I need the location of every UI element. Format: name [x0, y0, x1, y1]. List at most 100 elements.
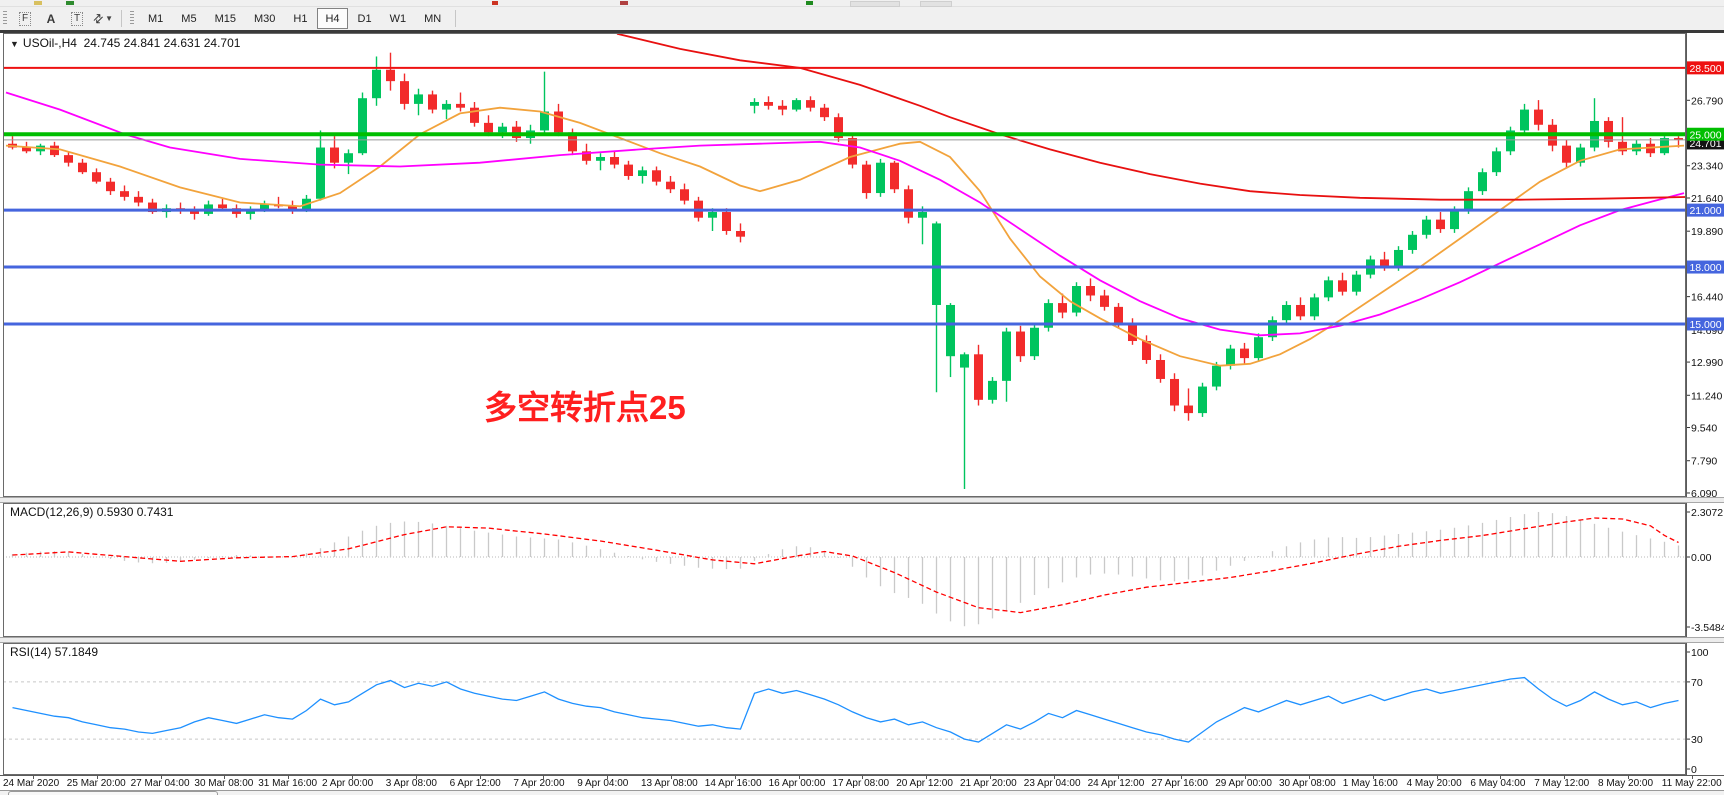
time-tick [1245, 776, 1247, 779]
time-tick [1691, 776, 1693, 779]
periodicity-toolbar: M1 M5 M15 M30 H1 H4 D1 W1 MN [139, 8, 450, 29]
timeframe-button-m30[interactable]: M30 [253, 12, 276, 25]
toolbar-fragment [34, 1, 42, 5]
arrows-button[interactable]: ⇅ ▼ [90, 8, 116, 29]
timeframe-button-m15[interactable]: M15 [214, 12, 236, 25]
timeframe-button-mn[interactable]: MN [424, 12, 442, 25]
time-label: 6 May 04:00 [1470, 778, 1526, 789]
timeframe-button-d1[interactable]: D1 [357, 12, 372, 25]
time-tick [671, 776, 672, 779]
toolbar-grip[interactable] [3, 11, 7, 26]
rsi-name: RSI(14) [10, 645, 52, 659]
ohlc-values: 24.745 24.841 24.631 24.701 [83, 36, 241, 50]
text-icon: T [70, 11, 84, 26]
toolbar-fragment [920, 1, 952, 7]
time-tick [1436, 776, 1438, 779]
toolbar-separator [455, 10, 457, 27]
time-label: 14 Apr 16:00 [704, 778, 762, 789]
svg-text:6.090: 6.090 [1691, 488, 1717, 497]
time-tick [33, 776, 34, 779]
svg-text:0: 0 [1691, 764, 1697, 775]
svg-text:-3.5484: -3.5484 [1691, 622, 1724, 634]
svg-text:21.000: 21.000 [1689, 205, 1721, 217]
time-label: 24 Apr 12:00 [1087, 778, 1145, 789]
svg-text:24.701: 24.701 [1689, 138, 1721, 150]
timeframe-button-h1[interactable]: H1 [293, 12, 308, 25]
time-label: 30 Mar 08:00 [194, 778, 254, 789]
svg-text:26.790: 26.790 [1691, 95, 1723, 107]
time-label: 31 Mar 16:00 [258, 778, 318, 789]
time-label: 7 May 12:00 [1534, 778, 1590, 789]
time-label: 24 Mar 2020 [3, 778, 60, 789]
macd-label: MACD(12,26,9) 0.5930 0.7431 [10, 505, 173, 519]
svg-text:23.340: 23.340 [1691, 161, 1723, 173]
timeframe-button-h4[interactable]: H4 [317, 8, 348, 29]
timeframe-button-m5[interactable]: M5 [181, 12, 197, 25]
time-label: 20 Apr 12:00 [896, 778, 953, 789]
pane-separator[interactable] [0, 637, 1724, 643]
time-tick [1500, 776, 1502, 779]
svg-text:7.790: 7.790 [1691, 456, 1717, 468]
svg-text:2.3072: 2.3072 [1691, 507, 1723, 519]
time-tick [415, 776, 417, 779]
time-axis[interactable]: 24 Mar 2020 25 Mar 20:00 27 Mar 04:00 30 Ma… [0, 775, 1724, 790]
time-tick [798, 776, 800, 779]
time-label: 29 Apr 00:00 [1215, 778, 1272, 789]
time-label: 23 Apr 04:00 [1023, 778, 1081, 789]
time-tick [1564, 776, 1566, 779]
time-tick [1372, 776, 1374, 779]
time-label: 25 Mar 20:00 [66, 778, 126, 789]
text-label-icon: A [46, 11, 56, 26]
time-label: 13 Apr 08:00 [641, 778, 698, 789]
time-tick [96, 776, 98, 779]
time-tick [1181, 776, 1183, 779]
toolbar-separator [121, 10, 122, 27]
text-label-button[interactable]: A [38, 8, 64, 29]
time-label: 21 Apr 20:00 [960, 778, 1017, 789]
fibonacci-icon: F [18, 11, 32, 26]
rsi-pane[interactable]: 100 70 30 0 [0, 643, 1724, 775]
symbol-dropdown-icon[interactable]: ▼ [10, 39, 19, 49]
time-tick [479, 776, 481, 779]
timeframe-button-m1[interactable]: M1 [148, 12, 164, 25]
price-axis[interactable] [1686, 33, 1724, 775]
toolbar-grip[interactable] [130, 11, 134, 26]
time-tick [1309, 776, 1310, 779]
macd-pane[interactable]: 2.3072 0.00 -3.5484 [0, 503, 1724, 637]
time-label: 8 May 20:00 [1598, 778, 1654, 789]
panel-tab-partial[interactable] [8, 791, 218, 795]
toolbar-fragment [620, 1, 628, 5]
svg-text:15.000: 15.000 [1689, 319, 1721, 331]
svg-text:9.540: 9.540 [1691, 423, 1717, 435]
line-studies-toolbar: F A T ⇅ ▼ [12, 8, 116, 29]
time-tick [288, 776, 290, 779]
time-label: 9 Apr 04:00 [577, 778, 629, 789]
svg-text:19.890: 19.890 [1691, 226, 1723, 238]
svg-text:25.000: 25.000 [1689, 129, 1721, 141]
time-label: 11 May 22:00 [1661, 778, 1722, 789]
text-button[interactable]: T [64, 8, 90, 29]
time-tick [1117, 776, 1119, 779]
time-label: 27 Mar 04:00 [130, 778, 190, 789]
main-chart-pane[interactable]: 26.79023.34021.64019.89016.44014.69012.9… [0, 33, 1724, 497]
svg-text:21.640: 21.640 [1691, 193, 1723, 205]
clipped-toolbar-row [0, 0, 1724, 7]
svg-text:18.000: 18.000 [1689, 262, 1721, 274]
fibonacci-button[interactable]: F [12, 8, 38, 29]
time-label: 16 Apr 00:00 [768, 778, 826, 789]
time-tick [990, 776, 991, 779]
time-tick [1628, 776, 1629, 779]
pane-separator[interactable] [0, 497, 1724, 503]
time-tick [607, 776, 609, 779]
time-tick [352, 776, 353, 779]
symbol-title: USOil-,H4 [22, 36, 77, 50]
timeframe-button-w1[interactable]: W1 [389, 12, 407, 25]
time-tick [1053, 776, 1055, 779]
time-label: 6 Apr 12:00 [449, 778, 501, 789]
toolbar-fragment [492, 1, 498, 5]
time-label: 27 Apr 16:00 [1151, 778, 1209, 789]
chevron-down-icon: ▼ [105, 14, 113, 23]
svg-text:70: 70 [1691, 677, 1703, 689]
time-tick [160, 776, 162, 779]
